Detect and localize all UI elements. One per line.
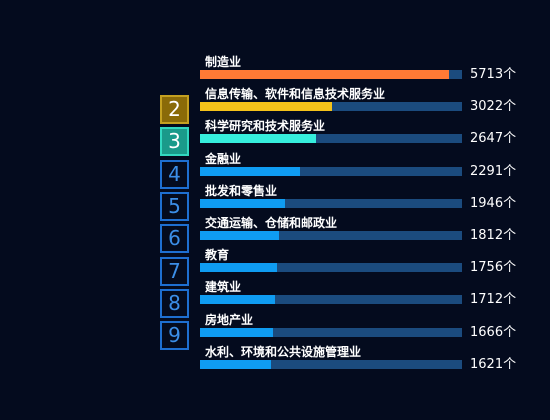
bar-row: 信息传输、软件和信息技术服务业 3022个 (200, 87, 530, 119)
bar (200, 359, 271, 369)
category-label: 信息传输、软件和信息技术服务业 (205, 87, 386, 102)
bar (200, 263, 277, 273)
rank-badge: 8 (160, 288, 189, 318)
bar (200, 166, 300, 176)
rank-badge: 3 (160, 127, 189, 157)
bar (200, 295, 275, 305)
bar-track (200, 166, 462, 176)
bar (200, 134, 316, 144)
bar-row: 水利、环境和公共设施管理业 1621个 (200, 345, 530, 377)
bar-row: 科学研究和技术服务业 2647个 (200, 119, 530, 151)
category-label: 金融业 (205, 151, 242, 166)
category-label: 房地产业 (205, 312, 254, 327)
bar (200, 327, 273, 337)
rank-badge: 7 (160, 256, 189, 286)
category-label: 制造业 (205, 55, 242, 69)
bar-track (200, 263, 462, 273)
bar (200, 70, 449, 79)
rank-badge: 2 (160, 95, 189, 124)
value-label: 2647个 (470, 131, 517, 147)
value-label: 1666个 (470, 324, 517, 340)
bar-row: 建筑业 1712个 (200, 280, 530, 312)
bar-track (200, 134, 462, 144)
value-label: 1812个 (470, 228, 517, 243)
bar-row: 教育 1756个 (200, 248, 530, 280)
value-label: 3022个 (470, 99, 517, 115)
value-label: 1712个 (470, 292, 517, 308)
rank-badge: 4 (160, 159, 189, 189)
category-label: 水利、环境和公共设施管理业 (205, 344, 362, 359)
category-label: 建筑业 (205, 280, 242, 295)
bar (200, 102, 332, 112)
value-label: 5713个 (470, 67, 517, 82)
value-label: 2291个 (470, 163, 517, 179)
bar-track (200, 359, 462, 369)
rank-badge: 6 (160, 224, 189, 254)
category-label: 科学研究和技术服务业 (205, 119, 326, 134)
category-label: 批发和零售业 (205, 183, 278, 198)
bar (200, 231, 279, 240)
rank-badge: 5 (160, 191, 189, 221)
bar-track (200, 327, 462, 337)
bar (200, 198, 285, 208)
bar-row: 制造业 5713个 (200, 55, 530, 87)
bar-row: 批发和零售业 1946个 (200, 184, 530, 216)
bar-track (200, 70, 462, 79)
bar-row: 金融业 2291个 (200, 152, 530, 184)
bar-track (200, 198, 462, 208)
bar-row: 房地产业 1666个 (200, 313, 530, 345)
bar-track (200, 102, 462, 112)
category-label: 交通运输、仓储和邮政业 (205, 216, 338, 230)
value-label: 1621个 (470, 356, 517, 372)
bar-track (200, 295, 462, 305)
value-label: 1946个 (470, 195, 517, 211)
rank-badge: 9 (160, 321, 189, 351)
bar-track (200, 231, 462, 240)
value-label: 1756个 (470, 260, 517, 276)
bar-row: 交通运输、仓储和邮政业 1812个 (200, 216, 530, 248)
category-label: 教育 (205, 248, 230, 263)
